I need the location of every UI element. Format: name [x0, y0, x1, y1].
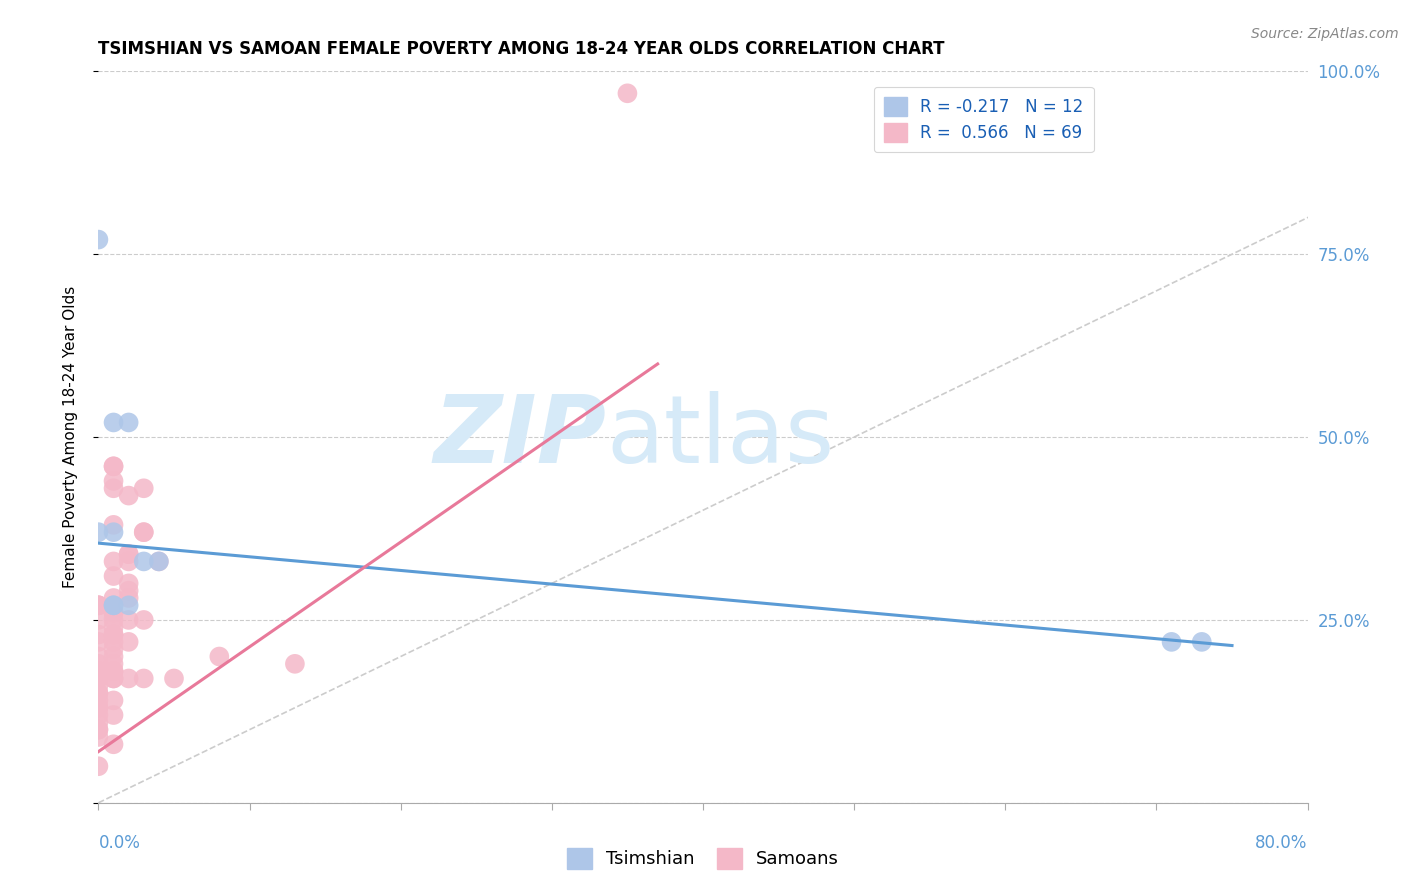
Point: [118, 547, 141, 561]
Point: [103, 657, 125, 671]
Point: [103, 613, 125, 627]
Point: [103, 517, 125, 532]
Point: [103, 664, 125, 678]
Point: [87, 627, 110, 641]
Point: [103, 649, 125, 664]
Point: [118, 576, 141, 591]
Point: [103, 599, 125, 613]
Point: [118, 583, 141, 598]
Point: [87, 657, 110, 671]
Point: [103, 459, 125, 474]
Point: [87, 700, 110, 714]
Point: [87, 599, 110, 613]
Point: [208, 649, 231, 664]
Point: [163, 672, 186, 686]
Point: [118, 489, 141, 503]
Point: [616, 87, 638, 101]
Text: ZIP: ZIP: [433, 391, 606, 483]
Point: [103, 635, 125, 649]
Point: [87, 664, 110, 678]
Point: [118, 554, 141, 568]
Point: [118, 591, 141, 605]
Point: [87, 635, 110, 649]
Point: [87, 700, 110, 714]
Point: [103, 664, 125, 678]
Point: [87, 599, 110, 613]
Point: [103, 606, 125, 620]
Text: Source: ZipAtlas.com: Source: ZipAtlas.com: [1251, 27, 1399, 41]
Point: [118, 613, 141, 627]
Point: [87, 672, 110, 686]
Point: [87, 686, 110, 700]
Point: [87, 672, 110, 686]
Text: 80.0%: 80.0%: [1256, 834, 1308, 852]
Point: [87, 664, 110, 678]
Point: [103, 599, 125, 613]
Text: atlas: atlas: [606, 391, 835, 483]
Point: [87, 730, 110, 744]
Point: [103, 606, 125, 620]
Point: [103, 642, 125, 657]
Point: [103, 554, 125, 568]
Point: [103, 620, 125, 634]
Point: [87, 723, 110, 737]
Point: [132, 525, 155, 540]
Text: 0.0%: 0.0%: [98, 834, 141, 852]
Point: [118, 599, 141, 613]
Point: [118, 547, 141, 561]
Point: [87, 649, 110, 664]
Text: TSIMSHIAN VS SAMOAN FEMALE POVERTY AMONG 18-24 YEAR OLDS CORRELATION CHART: TSIMSHIAN VS SAMOAN FEMALE POVERTY AMONG…: [98, 40, 945, 58]
Point: [87, 693, 110, 707]
Point: [87, 708, 110, 723]
Point: [103, 474, 125, 488]
Point: [87, 686, 110, 700]
Point: [87, 723, 110, 737]
Point: [87, 613, 110, 627]
Point: [132, 672, 155, 686]
Point: [132, 481, 155, 495]
Point: [103, 416, 125, 430]
Point: [103, 693, 125, 707]
Point: [103, 481, 125, 495]
Point: [103, 525, 125, 540]
Point: [103, 672, 125, 686]
Point: [132, 613, 155, 627]
Point: [118, 635, 141, 649]
Point: [87, 525, 110, 540]
Point: [103, 708, 125, 723]
Point: [103, 672, 125, 686]
Point: [103, 459, 125, 474]
Point: [87, 599, 110, 613]
Point: [87, 759, 110, 773]
Point: [132, 525, 155, 540]
Point: [103, 569, 125, 583]
Point: [87, 679, 110, 693]
Point: [148, 554, 170, 568]
Point: [87, 233, 110, 247]
Point: [103, 627, 125, 641]
Point: [148, 554, 170, 568]
Point: [103, 627, 125, 641]
Point: [284, 657, 307, 671]
Point: [118, 672, 141, 686]
Legend: Tsimshian, Samoans: Tsimshian, Samoans: [558, 839, 848, 878]
Point: [1160, 635, 1182, 649]
Point: [103, 591, 125, 605]
Point: [87, 715, 110, 730]
Y-axis label: Female Poverty Among 18-24 Year Olds: Female Poverty Among 18-24 Year Olds: [63, 286, 77, 588]
Point: [132, 554, 155, 568]
Point: [103, 737, 125, 751]
Point: [118, 416, 141, 430]
Point: [1191, 635, 1213, 649]
